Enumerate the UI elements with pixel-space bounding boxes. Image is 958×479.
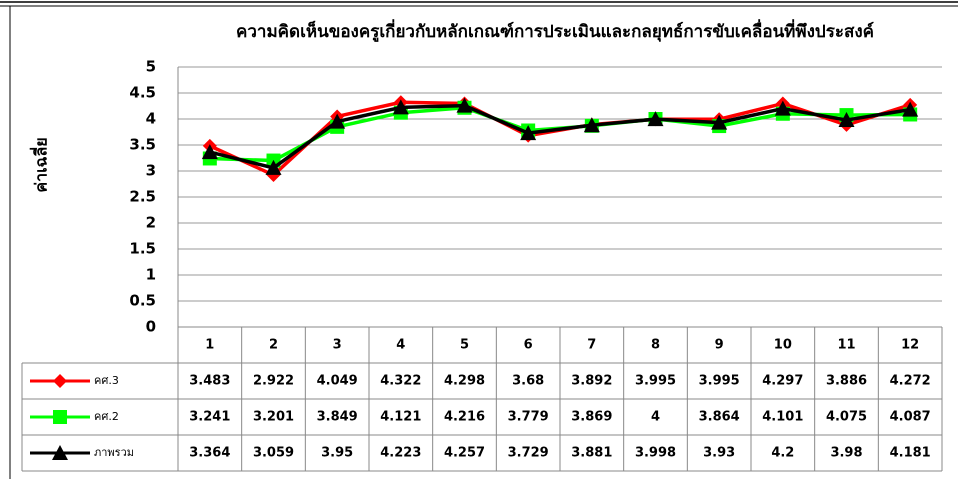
point-marker [329,113,346,129]
y-tick-label: 3.5 [129,136,156,154]
point-marker [265,159,282,175]
table-value: 3.849 [317,410,358,425]
table-value: 3.881 [571,446,612,461]
table-value: 3.779 [508,410,549,425]
y-tick-label: 2 [146,214,156,232]
table-value: 2.922 [253,374,294,389]
point-marker [456,97,473,113]
table-value: 3.886 [826,374,867,389]
legend-marker [52,445,68,460]
x-tick-label: 1 [205,338,214,353]
table-value: 3.364 [189,446,230,461]
table-value: 4.121 [380,410,421,425]
table-value: 4 [651,410,660,425]
table-value: 3.95 [321,446,353,461]
table-value: 3.995 [699,374,740,389]
table-value: 3.995 [635,374,676,389]
table-value: 4.322 [380,374,421,389]
legend-label: ภาพรวม [94,446,134,459]
series-line [209,103,911,170]
x-tick-label: 7 [587,338,596,353]
point-marker [711,114,728,130]
point-marker [583,117,600,133]
y-tick-label: 1.5 [129,240,156,258]
y-axis-label: ค่าเฉลี่ย [30,137,51,192]
legend-marker [53,374,67,388]
x-tick-label: 9 [715,338,724,353]
legend-label: คศ.3 [94,374,119,387]
table-value: 4.101 [762,410,803,425]
table-value: 4.087 [890,410,931,425]
table-value: 4.223 [380,446,421,461]
table-value: 3.864 [699,410,740,425]
table-value: 4.181 [890,446,931,461]
x-tick-label: 6 [524,338,533,353]
x-tick-label: 2 [269,338,278,353]
table-value: 3.241 [189,410,230,425]
table-value: 3.998 [635,446,676,461]
legend-marker [53,410,67,424]
x-tick-label: 8 [651,338,660,353]
table-value: 4.049 [317,374,358,389]
point-marker [392,99,409,115]
table-value: 3.059 [253,446,294,461]
point-marker [201,144,218,160]
chart-title: ความคิดเห็นของครูเกี่ยวกับหลักเกณฑ์การปร… [236,19,874,43]
table-value: 3.201 [253,410,294,425]
point-marker [774,100,791,116]
y-tick-label: 1 [146,266,156,284]
table-value: 3.869 [571,410,612,425]
series-line [209,106,911,163]
table-value: 3.93 [703,446,735,461]
y-tick-label: 4.5 [129,84,156,102]
legend-label: คศ.2 [94,410,119,423]
x-tick-label: 11 [837,338,855,353]
x-tick-label: 3 [333,338,342,353]
table-value: 4.075 [826,410,867,425]
y-tick-label: 0.5 [129,292,156,310]
point-marker [520,125,537,141]
table-value: 3.483 [189,374,230,389]
x-tick-label: 4 [396,338,405,353]
table-value: 4.272 [890,374,931,389]
table-value: 4.297 [762,374,803,389]
x-tick-label: 10 [774,338,792,353]
point-marker [902,101,919,117]
table-value: 4.216 [444,410,485,425]
table-value: 3.68 [512,374,544,389]
table-value: 4.257 [444,446,485,461]
table-value: 4.298 [444,374,485,389]
table-value: 3.729 [508,446,549,461]
point-marker [838,112,855,128]
x-tick-label: 12 [901,338,919,353]
y-tick-label: 3 [146,162,156,180]
y-tick-label: 0 [146,318,156,336]
y-tick-label: 2.5 [129,188,156,206]
y-tick-label: 5 [146,58,156,76]
table-value: 4.2 [771,446,794,461]
point-marker [647,111,664,127]
table-value: 3.892 [571,374,612,389]
table-value: 3.98 [830,446,862,461]
x-tick-label: 5 [460,338,469,353]
y-tick-label: 4 [146,110,156,128]
